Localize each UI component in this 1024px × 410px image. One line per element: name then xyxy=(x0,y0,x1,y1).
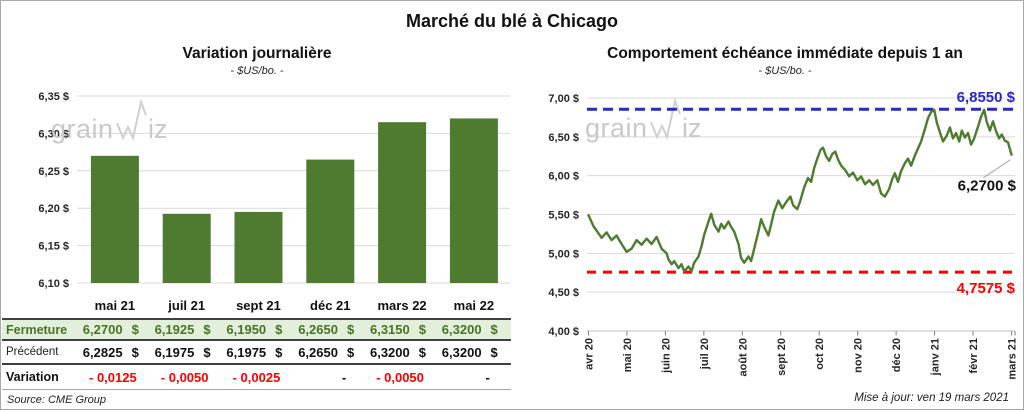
page-title: Marché du blé à Chicago xyxy=(405,11,619,31)
svg-text:iz: iz xyxy=(148,114,168,144)
svg-text:mai 20: mai 20 xyxy=(622,338,634,372)
row-label-variation: Variation xyxy=(6,370,59,384)
updated-note: Mise à jour: ven 19 mars 2021 xyxy=(854,392,1009,404)
cell-fermeture: 6,3150 $ xyxy=(369,322,426,337)
x-axis-label: juin 20 xyxy=(660,338,672,374)
column-header: déc 21 xyxy=(310,297,351,313)
x-axis-label: janv 21 xyxy=(930,338,942,376)
column-header: mai 21 xyxy=(94,297,136,313)
x-axis-label: mars 21 xyxy=(1006,338,1018,380)
cell-variation: - 0,0125 xyxy=(89,369,137,385)
y-axis-label: 5,00 $ xyxy=(548,248,579,260)
svg-text:janv 21: janv 21 xyxy=(930,338,942,376)
svg-text:iz: iz xyxy=(682,113,702,143)
y-axis-label: 6,35 $ xyxy=(38,91,69,103)
y-axis-label: 4,00 $ xyxy=(548,326,579,338)
cell-variation: - 0,0050 xyxy=(160,369,209,385)
column-header: juil 21 xyxy=(168,297,206,313)
cell-fermeture: 6,2700 $ xyxy=(82,322,139,337)
svg-text:grain: grain xyxy=(51,114,114,144)
cell-variation: - 0,0050 xyxy=(376,369,424,385)
bar-chart-subtitle: - $US/bo. - xyxy=(230,65,284,77)
last-value-label: 6,2700 $ xyxy=(958,178,1017,195)
y-axis-label: 6,25 $ xyxy=(38,166,69,178)
y-axis-label: 6,30 $ xyxy=(38,128,69,140)
y-axis-label: 6,50 $ xyxy=(548,132,579,144)
line-chart-title: Comportement échéance immédiate depuis 1… xyxy=(607,45,963,62)
line-chart-subtitle: - $US/bo. - xyxy=(758,65,812,77)
bar-juil 21 xyxy=(162,213,211,283)
row-label-fermeture: Fermeture xyxy=(6,322,68,337)
table-row-variation: Variation - 0,0125 - 0,0050 - 0,0025 - - 0,00… xyxy=(2,365,511,390)
bar-déc 21 xyxy=(306,159,355,283)
column-header: mai 22 xyxy=(453,297,495,313)
cell-precedent: 6,1975 $ xyxy=(226,344,283,360)
x-axis-label: oct 20 xyxy=(814,338,826,370)
price-series-line xyxy=(587,108,1013,273)
svg-text:févr 21: févr 21 xyxy=(968,338,980,373)
bar-chart-title: Variation journalière xyxy=(182,45,332,62)
source-note: Source: CME Group xyxy=(7,394,107,406)
cell-fermeture: 6,2650 $ xyxy=(298,322,355,337)
cell-fermeture: 6,3200 $ xyxy=(441,322,498,337)
futures-table: mai 21 juil 21 sept 21 déc 21 mars 22 mai 22 F… xyxy=(2,292,511,390)
cell-fermeture: 6,1925 $ xyxy=(154,322,211,337)
y-axis-label: 4,50 $ xyxy=(548,287,579,299)
bar-mars 22 xyxy=(378,122,427,284)
x-axis-label: févr 21 xyxy=(968,338,980,373)
cell-precedent: 6,2825 $ xyxy=(82,344,139,360)
bar-mai 21 xyxy=(90,155,139,283)
x-axis-label: août 20 xyxy=(737,338,749,377)
line-chart: 7,00 $ 6,50 $ 6,00 $ 5,50 $ 5,00 $ 4,50 $ 4,00… xyxy=(548,89,1018,380)
x-axis-label: avr 20 xyxy=(584,338,596,370)
grainwiz-watermark: grain iz xyxy=(585,97,702,143)
y-axis-label: 6,15 $ xyxy=(38,241,69,253)
svg-text:avr 20: avr 20 xyxy=(584,338,596,370)
high-value-label: 6,8550 $ xyxy=(957,89,1016,106)
svg-text:sept 20: sept 20 xyxy=(776,338,788,376)
grainwiz-watermark: grain iz xyxy=(51,98,168,144)
svg-text:oct 20: oct 20 xyxy=(814,338,826,370)
x-axis-label: nov 20 xyxy=(853,338,865,373)
watermark-zigzag-icon xyxy=(116,98,147,142)
x-axis-label: déc 20 xyxy=(891,338,903,372)
cell-precedent: 6,3200 $ xyxy=(369,344,426,360)
callout-line xyxy=(983,159,1011,179)
cell-fermeture: 6,1950 $ xyxy=(226,322,283,337)
svg-text:juin 20: juin 20 xyxy=(660,338,672,374)
cell-precedent: 6,2650 $ xyxy=(298,344,355,360)
cell-precedent: 6,3200 $ xyxy=(441,344,498,360)
bar-mai 22 xyxy=(449,118,498,283)
y-axis-label: 7,00 $ xyxy=(548,93,579,105)
cell-variation: - xyxy=(485,369,490,385)
y-axis-label: 6,10 $ xyxy=(38,278,69,290)
bar-sept 21 xyxy=(234,211,283,283)
y-axis-label: 6,20 $ xyxy=(38,203,69,215)
table-header-row: mai 21 juil 21 sept 21 déc 21 mars 22 mai 22 xyxy=(2,292,511,318)
column-header: sept 21 xyxy=(236,297,281,313)
svg-text:mars 21: mars 21 xyxy=(1006,338,1018,380)
svg-text:grain: grain xyxy=(585,113,648,143)
table-row-precedent: Précédent 6,2825 $ 6,1975 $ 6,1975 $ 6,2650 $ 6,3… xyxy=(2,341,511,365)
y-axis-label: 5,50 $ xyxy=(548,210,579,222)
y-axis-label: 6,00 $ xyxy=(548,171,579,183)
svg-text:juil 20: juil 20 xyxy=(699,338,711,370)
row-label-precedent: Précédent xyxy=(6,346,59,358)
svg-text:déc 20: déc 20 xyxy=(891,338,903,372)
table-row-fermeture: Fermeture 6,2700 $ 6,1925 $ 6,1950 $ 6,2650 $ 6,3… xyxy=(2,318,511,341)
cell-variation: - 0,0025 xyxy=(232,369,281,385)
x-axis-label: juil 20 xyxy=(699,338,711,370)
cell-variation: - xyxy=(341,369,347,385)
svg-text:nov 20: nov 20 xyxy=(853,338,865,373)
x-axis-label: sept 20 xyxy=(776,338,788,376)
watermark-zigzag-icon xyxy=(650,97,681,141)
svg-text:août 20: août 20 xyxy=(737,338,749,377)
x-axis-label: mai 20 xyxy=(622,338,634,372)
bar-chart: 6,35 $ 6,30 $ 6,25 $ 6,20 $ 6,15 $ 6,10 $ grai… xyxy=(38,91,510,290)
cell-precedent: 6,1975 $ xyxy=(154,344,211,360)
column-header: mars 22 xyxy=(377,297,427,313)
low-value-label: 4,7575 $ xyxy=(957,280,1016,297)
